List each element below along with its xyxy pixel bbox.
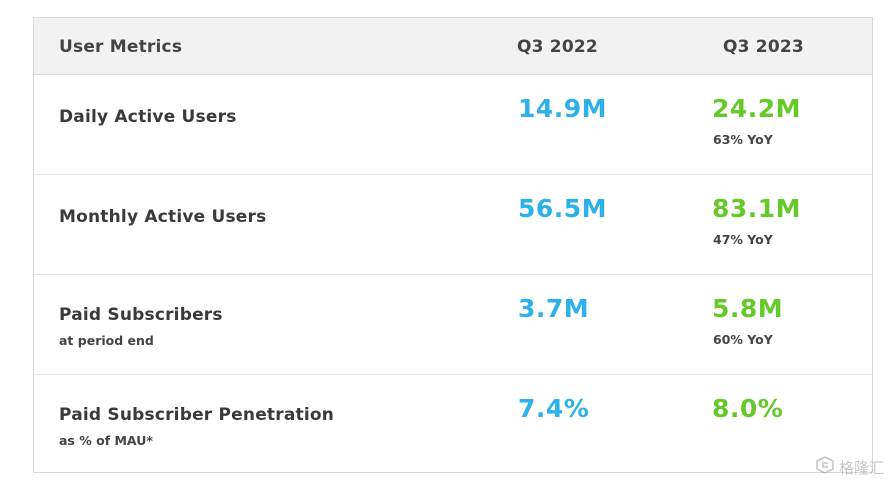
value-q3-2022: 7.4% xyxy=(518,394,590,423)
table-row-daily-active-users: Daily Active Users 14.9M 24.2M 63% YoY xyxy=(34,75,872,175)
header-q3-2022: Q3 2022 xyxy=(517,37,598,57)
metric-label: Monthly Active Users xyxy=(59,207,267,227)
header-q3-2023: Q3 2023 xyxy=(723,37,804,57)
yoy-growth: 60% YoY xyxy=(713,332,773,347)
table-row-paid-subscribers: Paid Subscribers at period end 3.7M 5.8M… xyxy=(34,275,872,375)
value-q3-2023: 24.2M xyxy=(712,94,802,123)
yoy-growth: 47% YoY xyxy=(713,232,773,247)
metric-sublabel: as % of MAU* xyxy=(59,433,153,448)
watermark: 格隆汇 xyxy=(815,456,884,478)
table-row-paid-subscriber-penetration: Paid Subscriber Penetration as % of MAU*… xyxy=(34,375,872,472)
metric-label: Paid Subscribers xyxy=(59,305,223,325)
header-user-metrics: User Metrics xyxy=(59,37,183,57)
metric-label: Paid Subscriber Penetration xyxy=(59,405,335,425)
user-metrics-table: User Metrics Q3 2022 Q3 2023 Daily Activ… xyxy=(33,17,873,473)
glh-logo-icon xyxy=(815,456,835,478)
value-q3-2022: 3.7M xyxy=(518,294,590,323)
yoy-growth: 63% YoY xyxy=(713,132,773,147)
table-row-monthly-active-users: Monthly Active Users 56.5M 83.1M 47% YoY xyxy=(34,175,872,275)
table-header-row: User Metrics Q3 2022 Q3 2023 xyxy=(34,18,872,75)
value-q3-2022: 14.9M xyxy=(518,94,608,123)
watermark-text: 格隆汇 xyxy=(838,458,884,477)
value-q3-2023: 5.8M xyxy=(712,294,784,323)
metric-label: Daily Active Users xyxy=(59,107,237,127)
value-q3-2023: 8.0% xyxy=(712,394,784,423)
value-q3-2023: 83.1M xyxy=(712,194,802,223)
metric-sublabel: at period end xyxy=(59,333,154,348)
value-q3-2022: 56.5M xyxy=(518,194,608,223)
